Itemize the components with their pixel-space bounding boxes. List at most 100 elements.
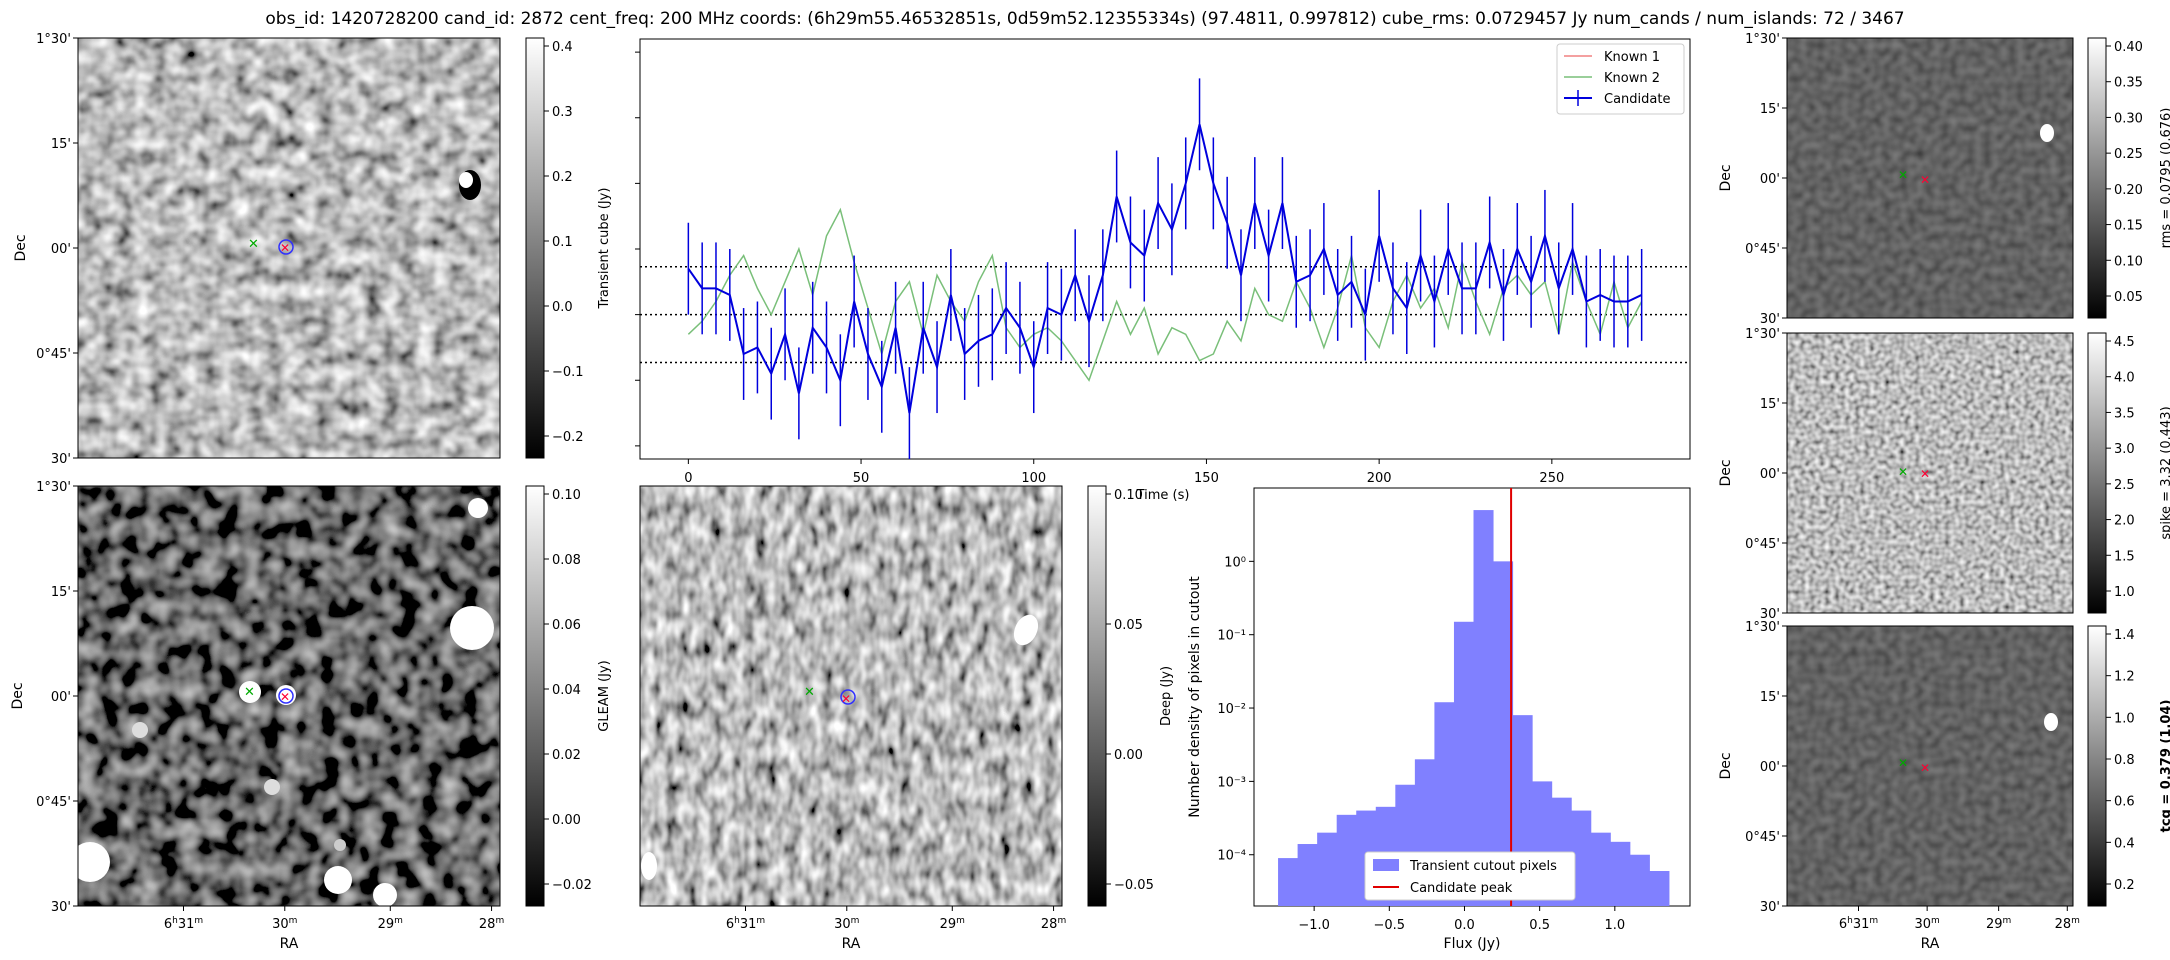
red-marker-icon: ✕ (1920, 467, 1930, 481)
deep-image-panel: ✕ ✕ RA (639, 485, 1063, 952)
bright-spot (459, 172, 473, 188)
histogram-bar (1473, 510, 1494, 906)
histogram-bar (1571, 810, 1592, 906)
time-tick-label: 250 (1539, 471, 1564, 486)
bright-spot (2040, 124, 2054, 142)
density-tick-label: 10⁻⁴ (1217, 849, 1246, 864)
time-tick-label: 150 (1194, 471, 1219, 486)
flux-tick-label: 0.0 (1454, 918, 1475, 933)
legend-known2-label: Known 2 (1604, 71, 1660, 86)
red-marker-icon: ✕ (841, 692, 851, 706)
colorbar-tick-label: 0.10 (2114, 254, 2143, 269)
red-marker-icon: ✕ (1920, 761, 1930, 775)
dec-tick-label: 00' (1760, 760, 1780, 775)
colorbar-tick-label: 0.04 (552, 683, 581, 698)
gleam-source (334, 839, 346, 851)
legend-peak-label: Candidate peak (1410, 881, 1513, 896)
colorbar-tick-label: 2.5 (2114, 478, 2135, 493)
colorbar-tick-label: 1.0 (2114, 585, 2135, 600)
lightcurve-xlabel: Time (s) (1136, 488, 1190, 503)
colorbar-tick-label: −0.1 (552, 365, 584, 380)
colorbar-label: tcg = 0.379 (1.04) (2159, 700, 2170, 833)
dec-label: Dec (1718, 164, 1734, 191)
colorbar-label: Deep (Jy) (1159, 666, 1174, 726)
colorbar-tick-label: 1.2 (2114, 670, 2135, 685)
colorbar-tick-label: −0.05 (1114, 878, 1154, 893)
green-marker-icon: ✕ (1898, 168, 1908, 182)
density-tick-label: 10⁻¹ (1217, 629, 1246, 644)
colorbar-tick-label: 0.0 (552, 300, 573, 315)
dec-tick-label: 30' (1760, 312, 1780, 327)
colorbar-gradient (2087, 332, 2107, 614)
ra-tick-label: 28m (2055, 916, 2080, 932)
histogram-bar (1649, 871, 1670, 906)
histogram-bar (1610, 841, 1631, 906)
gleam-source (324, 866, 352, 894)
red-marker-icon: ✕ (280, 690, 290, 704)
colorbar-tick-label: 0.00 (1114, 748, 1143, 763)
ra-tick-label: 29m (940, 916, 965, 932)
dec-tick-label: 30' (1760, 607, 1780, 622)
ra-label: RA (1921, 936, 1940, 952)
red-marker-icon: ✕ (280, 241, 290, 255)
histogram-legend: Transient cutout pixels Candidate peak (1364, 851, 1576, 901)
dec-tick-label: 15' (51, 585, 71, 600)
rms-dec-ticks: 1°30' 15' 00' 0°45' 30' (1745, 32, 1787, 327)
colorbar-gradient (1087, 485, 1107, 907)
gleam-source (373, 883, 397, 907)
colorbar-label: rms = 0.0795 (0.676) (2159, 108, 2170, 249)
flux-tick-label: −1.0 (1298, 918, 1330, 933)
time-tick-label: 50 (853, 471, 870, 486)
dec-tick-label: 0°45' (36, 795, 71, 810)
colorbar-gradient (525, 37, 545, 459)
colorbar-tick-label: 3.5 (2114, 406, 2135, 421)
candidate-line (687, 124, 1643, 414)
dec-tick-label: 15' (51, 137, 71, 152)
dec-tick-label: 1°30' (1745, 32, 1780, 47)
dec-label: Dec (13, 234, 29, 261)
colorbar-tick-label: 0.6 (2114, 795, 2135, 810)
ra-tick-label: 29m (378, 916, 403, 932)
legend-candidate-label: Candidate (1604, 92, 1670, 107)
gleam-source (70, 842, 110, 882)
histogram-bar (1493, 561, 1514, 906)
tcg-colorbar: 1.4 1.2 1.0 0.8 0.6 0.4 0.2 tcg = 0.379 (1.04) (2087, 625, 2170, 907)
time-tick-label: 100 (1021, 471, 1046, 486)
gleam-ra-ticks: 6h31m 30m 29m 28m (164, 906, 504, 932)
histogram-bar (1336, 814, 1357, 906)
rms-image (1787, 38, 2073, 318)
dec-tick-label: 00' (1760, 172, 1780, 187)
gleam-source (264, 779, 280, 795)
histogram-bar (1453, 621, 1475, 906)
red-marker-icon: ✕ (1920, 173, 1930, 187)
dec-tick-label: 1°30' (1745, 327, 1780, 342)
colorbar-tick-label: 0.3 (552, 105, 573, 120)
flux-tick-label: 0.5 (1529, 918, 1550, 933)
colorbar-tick-label: 0.35 (2114, 76, 2143, 91)
dec-tick-label: 15' (1760, 397, 1780, 412)
figure-title: obs_id: 1420728200 cand_id: 2872 cent_fr… (265, 9, 1904, 29)
dec-label: Dec (10, 682, 26, 709)
transient-image (78, 38, 500, 458)
colorbar-tick-label: 0.20 (2114, 183, 2143, 198)
ra-tick-label: 6h31m (1839, 916, 1878, 932)
colorbar-tick-label: 0.40 (2114, 40, 2143, 55)
colorbar-tick-label: 4.0 (2114, 371, 2135, 386)
ra-tick-label: 30m (272, 916, 297, 932)
colorbar-tick-label: 0.10 (1114, 488, 1143, 503)
colorbar-gradient (2087, 625, 2107, 907)
lightcurve-chart: 0 50 100 150 200 250 Time (s) Known 1 Known 2… (635, 38, 1691, 503)
deep-colorbar: 0.10 0.05 0.00 −0.05 Deep (Jy) (1087, 485, 1174, 907)
density-tick-label: 10⁰ (1224, 555, 1246, 570)
bright-spot (2044, 713, 2058, 731)
dec-tick-label: 0°45' (36, 347, 71, 362)
legend-known1-label: Known 1 (1604, 50, 1660, 65)
tcg-image-panel: ✕ ✕ Dec RA (1718, 625, 2074, 952)
dec-tick-label: 1°30' (36, 480, 71, 495)
colorbar-tick-label: 2.0 (2114, 514, 2135, 529)
deep-image (640, 486, 1062, 906)
tcg-ra-ticks: 6h31m 30m 29m 28m (1839, 906, 2080, 932)
colorbar-tick-label: −0.2 (552, 430, 584, 445)
time-tick-label: 200 (1367, 471, 1392, 486)
histogram-xlabel: Flux (Jy) (1444, 936, 1501, 952)
